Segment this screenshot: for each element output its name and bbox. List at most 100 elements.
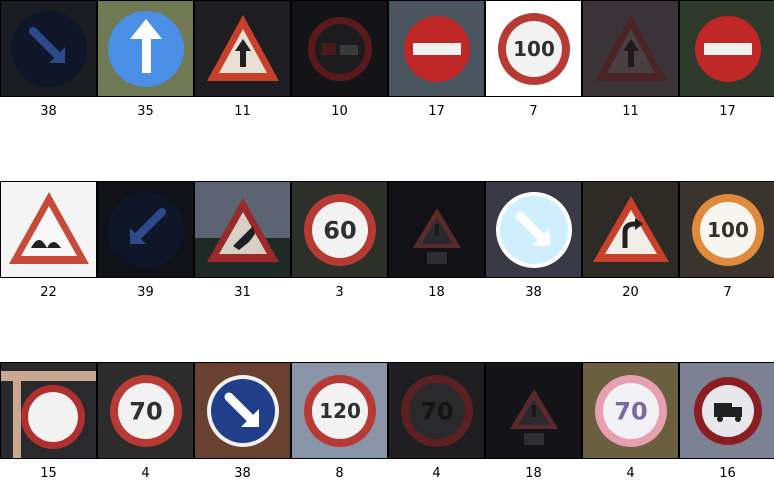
sign-image: [0, 0, 97, 97]
sign-image: 60: [291, 181, 388, 278]
keep-right-bright-icon: [195, 363, 290, 458]
sign-cell: 16: [679, 362, 774, 481]
sign-cell: 120 8: [291, 362, 388, 481]
sign-cell: 17: [679, 0, 774, 119]
sign-cell: 11: [582, 0, 679, 119]
sign-image: [679, 362, 774, 459]
sign-cell: 60 3: [291, 181, 388, 300]
class-label: 18: [525, 466, 542, 481]
sign-cell: 18: [388, 181, 485, 300]
class-label: 11: [234, 104, 251, 119]
svg-text:120: 120: [319, 399, 361, 423]
class-label: 38: [40, 104, 57, 119]
speed-limit-orange-icon: 100: [680, 182, 774, 277]
class-label: 17: [428, 104, 445, 119]
speed-limit-icon: 120: [292, 363, 387, 458]
bumpy-road-icon: [1, 182, 96, 277]
sign-cell: 35: [97, 0, 194, 119]
speed-limit-pink-icon: 70: [583, 363, 678, 458]
class-label: 17: [719, 104, 736, 119]
class-label: 11: [622, 104, 639, 119]
speed-limit-icon: 70: [98, 363, 193, 458]
sign-cell: 38: [485, 181, 582, 300]
svg-text:100: 100: [513, 37, 555, 61]
right-of-way-icon: [195, 1, 290, 96]
sign-cell: 38: [0, 0, 97, 119]
sign-image: [582, 0, 679, 97]
sign-image: [194, 181, 291, 278]
class-label: 20: [622, 285, 639, 300]
sign-cell: 15: [0, 362, 97, 481]
sign-image: [194, 0, 291, 97]
class-label: 35: [137, 104, 154, 119]
sign-image: 70: [582, 362, 679, 459]
sign-image: [194, 362, 291, 459]
sign-cell: 70 4: [582, 362, 679, 481]
sign-cell: 11: [194, 0, 291, 119]
sign-cell: 18: [485, 362, 582, 481]
class-label: 38: [234, 466, 251, 481]
class-label: 18: [428, 285, 445, 300]
no-vehicles-icon: [1, 363, 96, 458]
class-label: 15: [40, 466, 57, 481]
class-label: 7: [723, 285, 732, 300]
class-label: 31: [234, 285, 251, 300]
class-label: 22: [40, 285, 57, 300]
sign-image: [291, 0, 388, 97]
sign-cell: 20: [582, 181, 679, 300]
sign-cell: 70 4: [97, 362, 194, 481]
sign-row: 15 70 4 38 120 8 70 4 18 70 4 16: [0, 362, 774, 482]
sign-image: 120: [291, 362, 388, 459]
general-caution-dark-icon: [389, 182, 484, 277]
sign-image: 100: [485, 0, 582, 97]
class-label: 7: [529, 104, 538, 119]
class-label: 4: [432, 466, 441, 481]
sign-image: [97, 181, 194, 278]
svg-text:70: 70: [614, 398, 647, 426]
class-label: 10: [331, 104, 348, 119]
class-label: 16: [719, 466, 736, 481]
no-passing-trucks-icon: [292, 1, 387, 96]
sign-image: [582, 181, 679, 278]
class-label: 4: [141, 466, 150, 481]
class-label: 39: [137, 285, 154, 300]
svg-text:60: 60: [323, 217, 356, 245]
speed-limit-dark-icon: 70: [389, 363, 484, 458]
class-label: 3: [335, 285, 344, 300]
keep-right-light-icon: [486, 182, 581, 277]
sign-image: [0, 181, 97, 278]
sign-cell: 100 7: [679, 181, 774, 300]
sign-image: [388, 0, 485, 97]
no-entry-icon: [680, 1, 774, 96]
sign-cell: 17: [388, 0, 485, 119]
right-of-way-dark-icon: [583, 1, 678, 96]
wild-animals-icon: [195, 182, 290, 277]
general-caution-dark-icon: [486, 363, 581, 458]
keep-right-icon: [1, 1, 96, 96]
sign-image: 70: [97, 362, 194, 459]
sign-row: 38 35 11 10 17 100 7 11 17: [0, 0, 774, 120]
sign-cell: 22: [0, 181, 97, 300]
sign-image: 100: [679, 181, 774, 278]
no-trucks-icon: [680, 363, 774, 458]
class-label: 38: [525, 285, 542, 300]
sign-cell: 10: [291, 0, 388, 119]
svg-text:70: 70: [420, 398, 453, 426]
svg-text:70: 70: [129, 398, 162, 426]
class-label: 8: [335, 466, 344, 481]
dangerous-curve-right-icon: [583, 182, 678, 277]
sign-image: 70: [388, 362, 485, 459]
ahead-only-icon: [98, 1, 193, 96]
sign-image: [679, 0, 774, 97]
sign-cell: 100 7: [485, 0, 582, 119]
keep-left-icon: [98, 182, 193, 277]
sign-image: [388, 181, 485, 278]
sign-image: [485, 362, 582, 459]
sign-row: 22 39 31 60 3 18 38 20 100 7: [0, 181, 774, 301]
sign-cell: 70 4: [388, 362, 485, 481]
no-entry-icon: [389, 1, 484, 96]
svg-text:100: 100: [707, 218, 749, 242]
sign-image: [485, 181, 582, 278]
sign-image: [0, 362, 97, 459]
speed-limit-icon: 60: [292, 182, 387, 277]
